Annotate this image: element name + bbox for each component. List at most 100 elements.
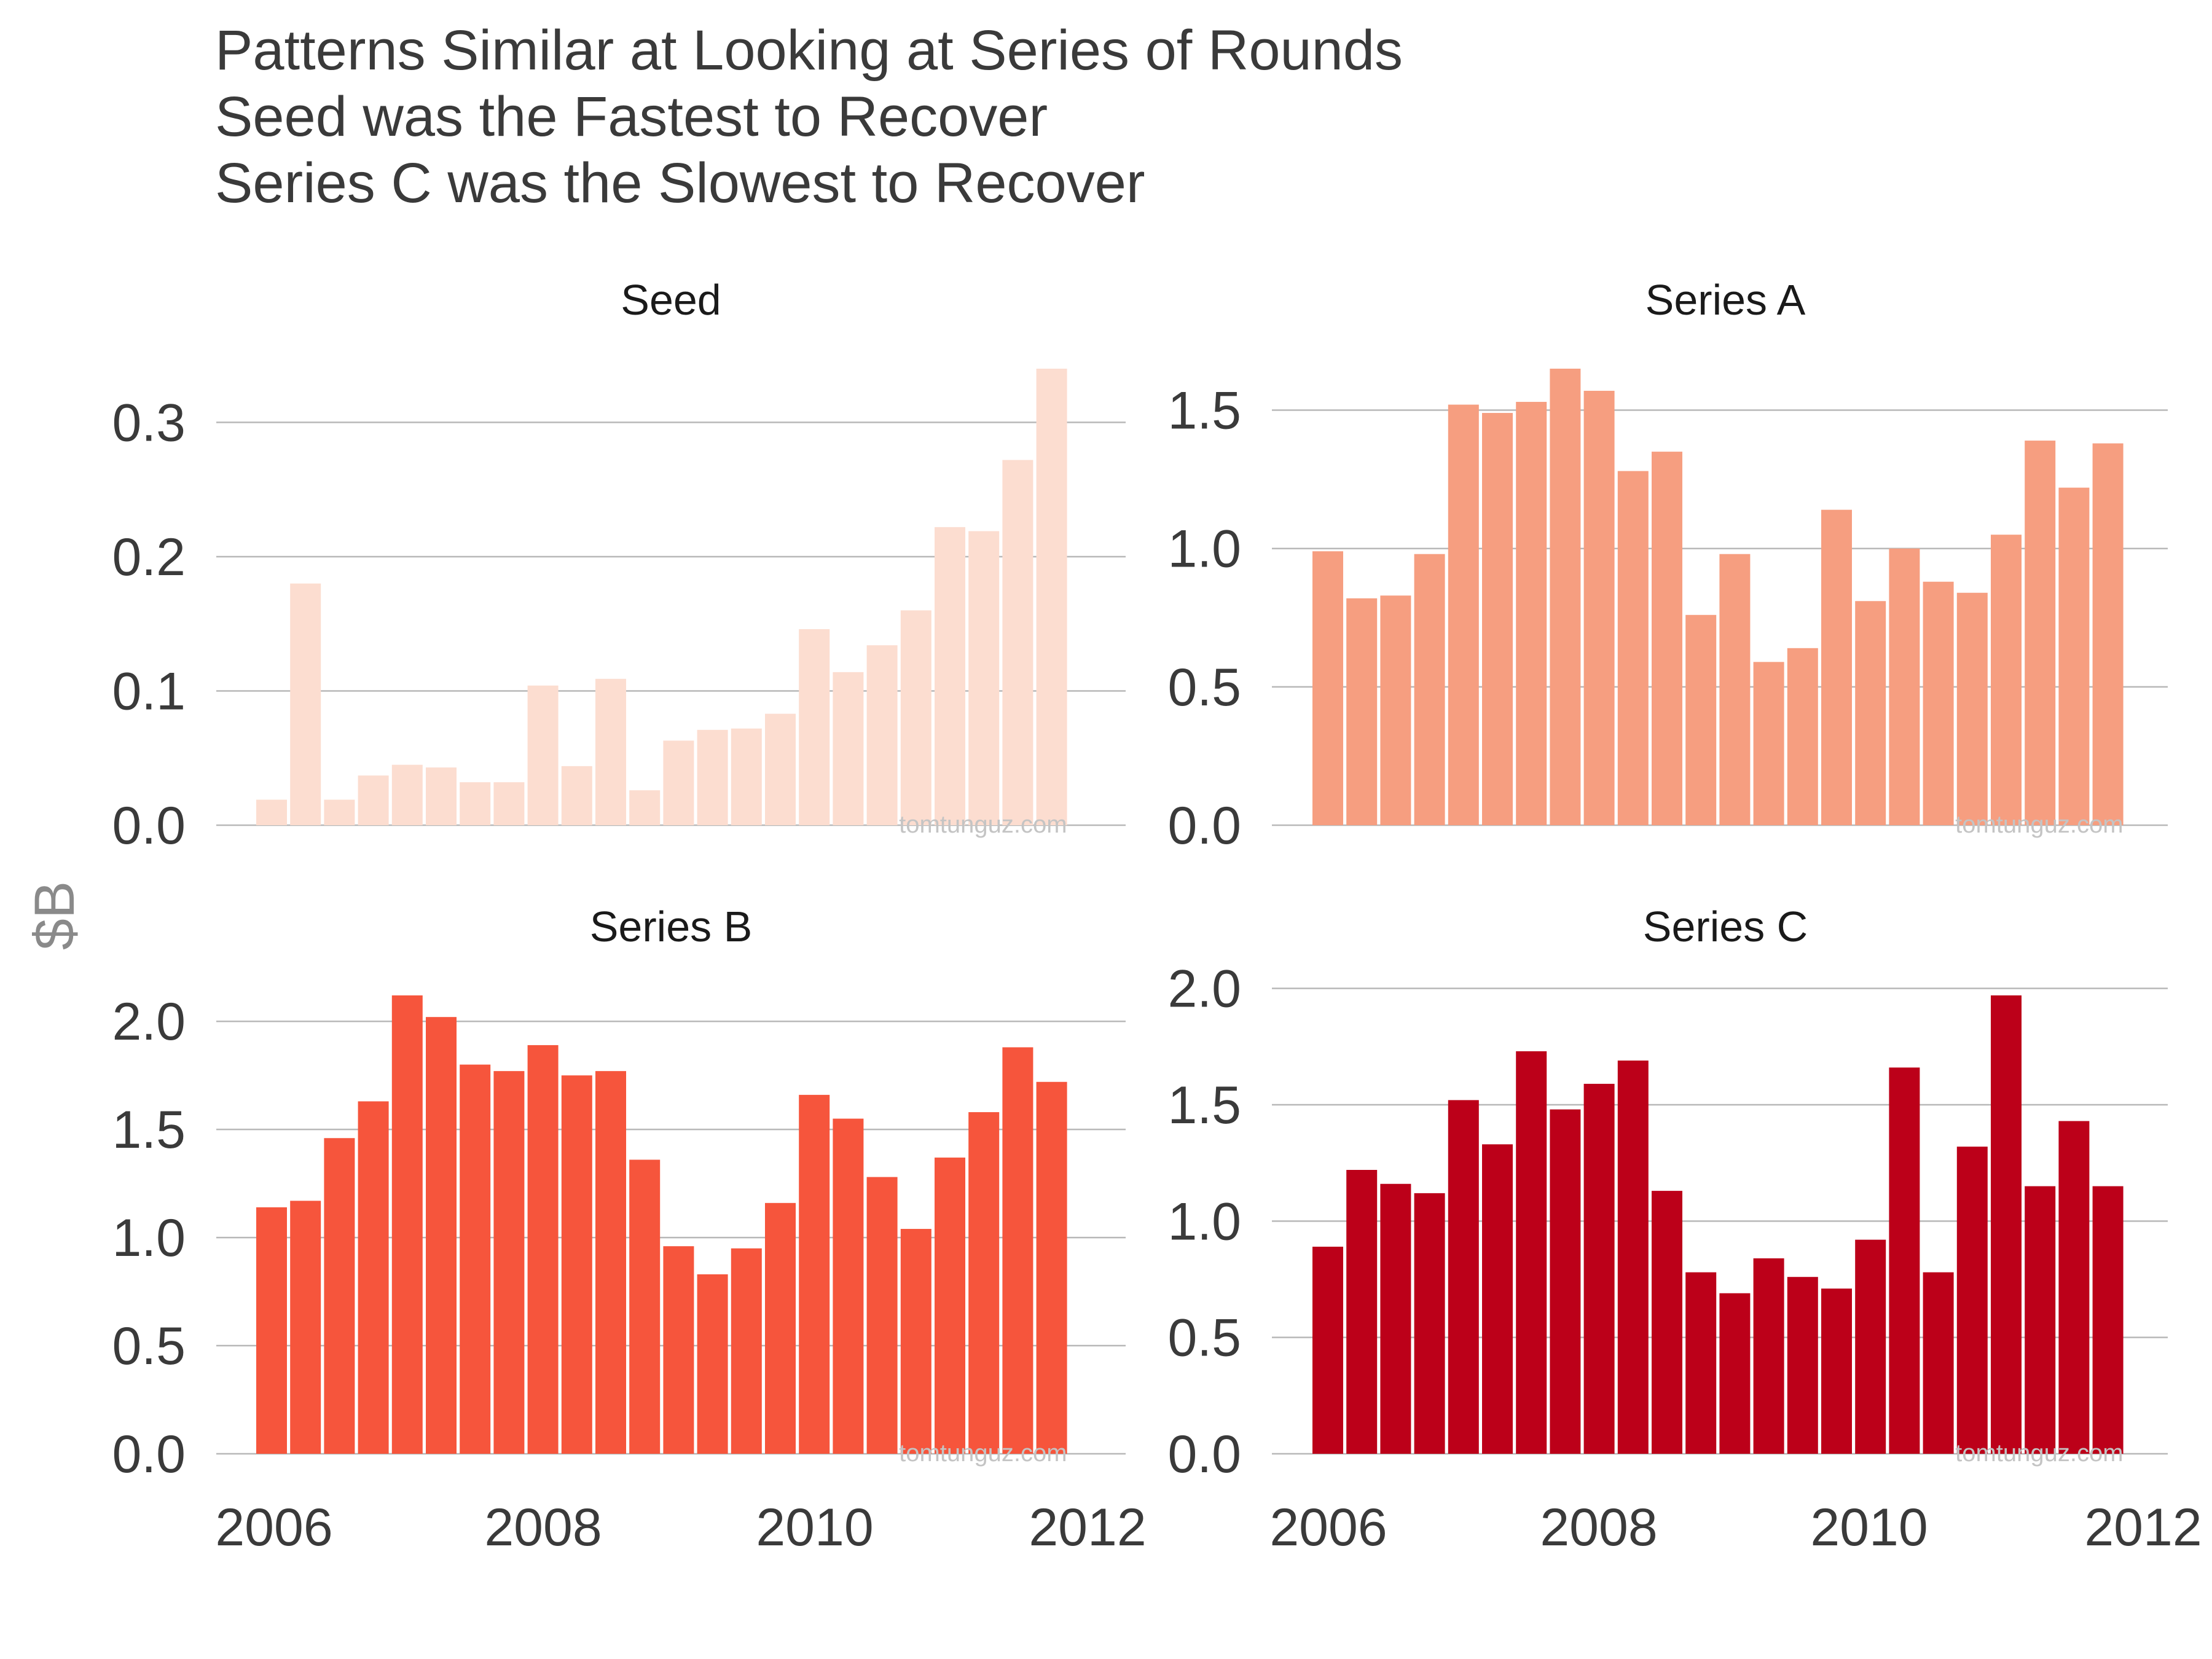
- bar-series-b: [629, 1159, 661, 1454]
- bar-series-c: [1956, 1147, 1988, 1454]
- bar-series-b: [765, 1202, 796, 1454]
- bar-seed: [595, 678, 626, 825]
- bar-series-c: [1685, 1272, 1717, 1454]
- y-tick-label-seed: 0.1: [112, 662, 186, 721]
- y-tick-label-series-a: 1.5: [1167, 382, 1241, 441]
- chart-title-line-2: Seed was the Fastest to Recover: [215, 85, 1048, 148]
- bar-series-b: [493, 1071, 525, 1454]
- panel-title-series-a: Series A: [1645, 276, 1806, 324]
- y-tick-label-series-c: 0.0: [1167, 1425, 1241, 1484]
- watermark-seed: tomtunguz.com: [899, 811, 1067, 838]
- bar-seed: [765, 713, 796, 825]
- bar-seed: [561, 766, 592, 825]
- bar-series-c: [1414, 1193, 1445, 1454]
- bar-series-c: [1787, 1277, 1818, 1454]
- watermark-series-a: tomtunguz.com: [1955, 811, 2123, 838]
- bar-series-b: [799, 1094, 830, 1454]
- bar-series-b: [595, 1071, 626, 1454]
- bar-seed: [1002, 460, 1033, 825]
- y-tick-label-series-c: 2.0: [1167, 960, 1241, 1019]
- y-tick-label-series-a: 1.0: [1167, 520, 1241, 579]
- bar-series-c: [1550, 1109, 1581, 1454]
- bar-series-c: [2025, 1186, 2056, 1454]
- bar-series-a: [1855, 601, 1886, 825]
- bar-series-b: [1036, 1081, 1067, 1454]
- bar-seed: [697, 729, 728, 825]
- bar-seed: [968, 531, 1000, 825]
- panel-series-a: Series A 0.0 0.5 1.0 1.5 tomtunguz.com: [1167, 276, 2168, 855]
- panel-title-series-b: Series B: [590, 903, 753, 951]
- panel-seed: Seed 0.0 0.1 0.2 0.3 tomtunguz.com: [112, 276, 1126, 855]
- bar-series-c: [1753, 1258, 1784, 1454]
- y-tick-label-seed: 0.3: [112, 393, 186, 452]
- bar-series-a: [1617, 471, 1649, 825]
- watermark-series-c: tomtunguz.com: [1955, 1440, 2123, 1467]
- y-tick-label-series-b: 2.0: [112, 992, 186, 1051]
- panel-series-c: Series C 0.0 0.5 1.0 1.5 2.0 tomtunguz.com 2006…: [1167, 903, 2202, 1557]
- bar-seed: [460, 782, 491, 825]
- bar-series-c: [1889, 1067, 1920, 1454]
- bar-seed: [358, 775, 389, 825]
- bar-series-b: [460, 1064, 491, 1454]
- bar-series-c: [1991, 995, 2022, 1454]
- chart-title-block: Patterns Similar at Looking at Series of…: [215, 17, 1403, 216]
- bar-series-a: [1821, 509, 1852, 825]
- x-tick-label-series-b: 2012: [1029, 1498, 1146, 1557]
- bar-seed: [391, 764, 423, 825]
- bar-series-b: [900, 1229, 931, 1454]
- bar-series-c: [1583, 1083, 1615, 1454]
- y-tick-label-series-a: 0.5: [1167, 658, 1241, 717]
- x-tick-label-series-c: 2006: [1269, 1498, 1387, 1557]
- panel-title-series-c: Series C: [1643, 903, 1808, 951]
- bar-series-a: [1991, 535, 2022, 825]
- bar-series-b: [358, 1101, 389, 1454]
- bar-series-b: [663, 1246, 694, 1454]
- x-tick-label-series-b: 2010: [756, 1498, 873, 1557]
- x-tick-label-series-b: 2008: [484, 1498, 602, 1557]
- bar-series-a: [1889, 548, 1920, 825]
- bar-series-b: [561, 1075, 592, 1454]
- bar-series-a: [1346, 598, 1378, 825]
- bar-seed: [256, 799, 287, 825]
- bar-series-c: [2092, 1186, 2124, 1454]
- bar-seed: [799, 629, 830, 825]
- y-tick-label-series-c: 0.5: [1167, 1309, 1241, 1368]
- bar-seed: [833, 672, 864, 825]
- bar-series-a: [1956, 592, 1988, 825]
- bar-series-c: [1448, 1100, 1479, 1454]
- bar-series-a: [2092, 443, 2124, 825]
- bar-series-b: [866, 1177, 898, 1454]
- bar-seed: [866, 645, 898, 825]
- bar-series-a: [1414, 554, 1445, 825]
- y-tick-label-seed: 0.0: [112, 796, 186, 855]
- bar-series-c: [1821, 1288, 1852, 1454]
- bar-series-b: [833, 1118, 864, 1454]
- bar-series-c: [1855, 1239, 1886, 1454]
- y-tick-label-series-b: 0.0: [112, 1425, 186, 1484]
- bar-seed: [629, 790, 661, 825]
- chart-title-line-3: Series C was the Slowest to Recover: [215, 152, 1145, 214]
- bar-seed: [324, 799, 355, 825]
- x-tick-label-series-c: 2008: [1540, 1498, 1657, 1557]
- bar-series-c: [1482, 1144, 1513, 1454]
- bar-seed: [493, 782, 525, 825]
- y-axis-label: $B: [23, 881, 86, 951]
- y-tick-label-series-a: 0.0: [1167, 796, 1241, 855]
- bar-seed: [426, 767, 457, 825]
- y-tick-label-series-b: 1.5: [112, 1100, 186, 1159]
- y-tick-label-seed: 0.2: [112, 528, 186, 587]
- panel-series-b: Series B 0.0 0.5 1.0 1.5 2.0 tomtunguz.com 2006…: [112, 903, 1146, 1557]
- bar-series-a: [1380, 595, 1411, 825]
- bar-series-c: [1617, 1061, 1649, 1454]
- bar-series-b: [324, 1138, 355, 1454]
- bar-seed: [663, 740, 694, 825]
- bar-series-a: [2058, 487, 2090, 825]
- panel-title-seed: Seed: [621, 276, 721, 324]
- bar-series-a: [1516, 402, 1547, 825]
- bar-series-a: [1719, 554, 1751, 825]
- bar-seed: [900, 610, 931, 825]
- bar-series-a: [1923, 581, 1954, 825]
- bar-seed: [527, 685, 559, 825]
- bar-series-a: [1583, 391, 1615, 825]
